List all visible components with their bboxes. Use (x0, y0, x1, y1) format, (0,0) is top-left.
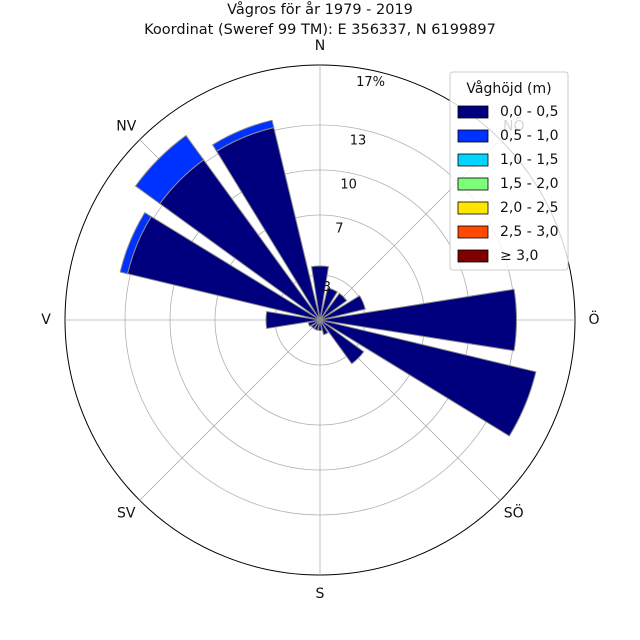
bar-ÖSÖ-series-0 (319, 319, 537, 437)
legend-swatch (457, 153, 489, 167)
radial-tick-labels: 3 7 10 13 17% (323, 75, 385, 295)
legend-label: 2,0 - 2,5 (500, 200, 558, 216)
legend-swatch (457, 225, 489, 239)
bar-NNÖ-series-0 (319, 287, 338, 321)
grid-spoke (139, 319, 321, 501)
bar-SÖ-series-0 (319, 319, 365, 365)
bar-ÖNÖ-series-0 (319, 295, 366, 321)
legend-label: ≥ 3,0 (500, 248, 538, 264)
bar-S-series-0 (317, 319, 323, 331)
chart-title: Vågros för år 1979 - 2019 (227, 1, 413, 18)
compass-label-V: V (41, 312, 51, 328)
legend-label: 2,5 - 3,0 (500, 224, 558, 240)
bar-V-series-0 (265, 310, 321, 330)
legend-label: 0,5 - 1,0 (500, 128, 558, 144)
bar-SSÖ-series-0 (319, 319, 329, 336)
legend-swatch (457, 249, 489, 263)
compass-label-Ö: Ö (588, 310, 599, 328)
radial-tick-label: 7 (335, 222, 343, 237)
legend-swatch (457, 177, 489, 191)
legend-swatch (457, 129, 489, 143)
bar-SV-series-0 (310, 319, 321, 330)
compass-label-NV: NV (116, 118, 136, 134)
radial-tick-label: 3 (323, 280, 331, 295)
radial-tick-label: 10 (340, 178, 357, 193)
radial-tick-label: 13 (350, 133, 367, 148)
legend-label: 1,5 - 2,0 (500, 176, 558, 192)
legend: Våghöjd (m) 0,0 - 0,5 0,5 - 1,0 1,0 - 1,5 1,… (449, 71, 569, 271)
bar-NV-series-1 (134, 134, 205, 205)
compass-label-SV: SV (117, 506, 136, 522)
legend-title: Våghöjd (m) (466, 80, 551, 97)
bar-VNV-series-1 (119, 211, 152, 275)
bar-group (119, 119, 537, 437)
bar-VSV-series-0 (307, 319, 321, 327)
bar-NNV-series-1 (211, 119, 275, 152)
chart-subtitle: Koordinat (Sweref 99 TM): E 356337, N 61… (144, 22, 496, 38)
legend-box (449, 71, 569, 271)
legend-swatch (457, 201, 489, 215)
radial-tick-label: 17% (356, 75, 385, 90)
legend-swatch (457, 105, 489, 119)
compass-label-SÖ: SÖ (504, 504, 524, 522)
legend-label: 0,0 - 0,5 (500, 104, 558, 120)
bar-Ö-series-0 (319, 288, 518, 352)
legend-label: 1,0 - 1,5 (500, 152, 558, 168)
bar-N-series-0 (310, 265, 330, 321)
compass-label-N: N (315, 38, 325, 54)
compass-label-S: S (316, 586, 325, 602)
bar-NÖ-series-0 (319, 292, 348, 321)
